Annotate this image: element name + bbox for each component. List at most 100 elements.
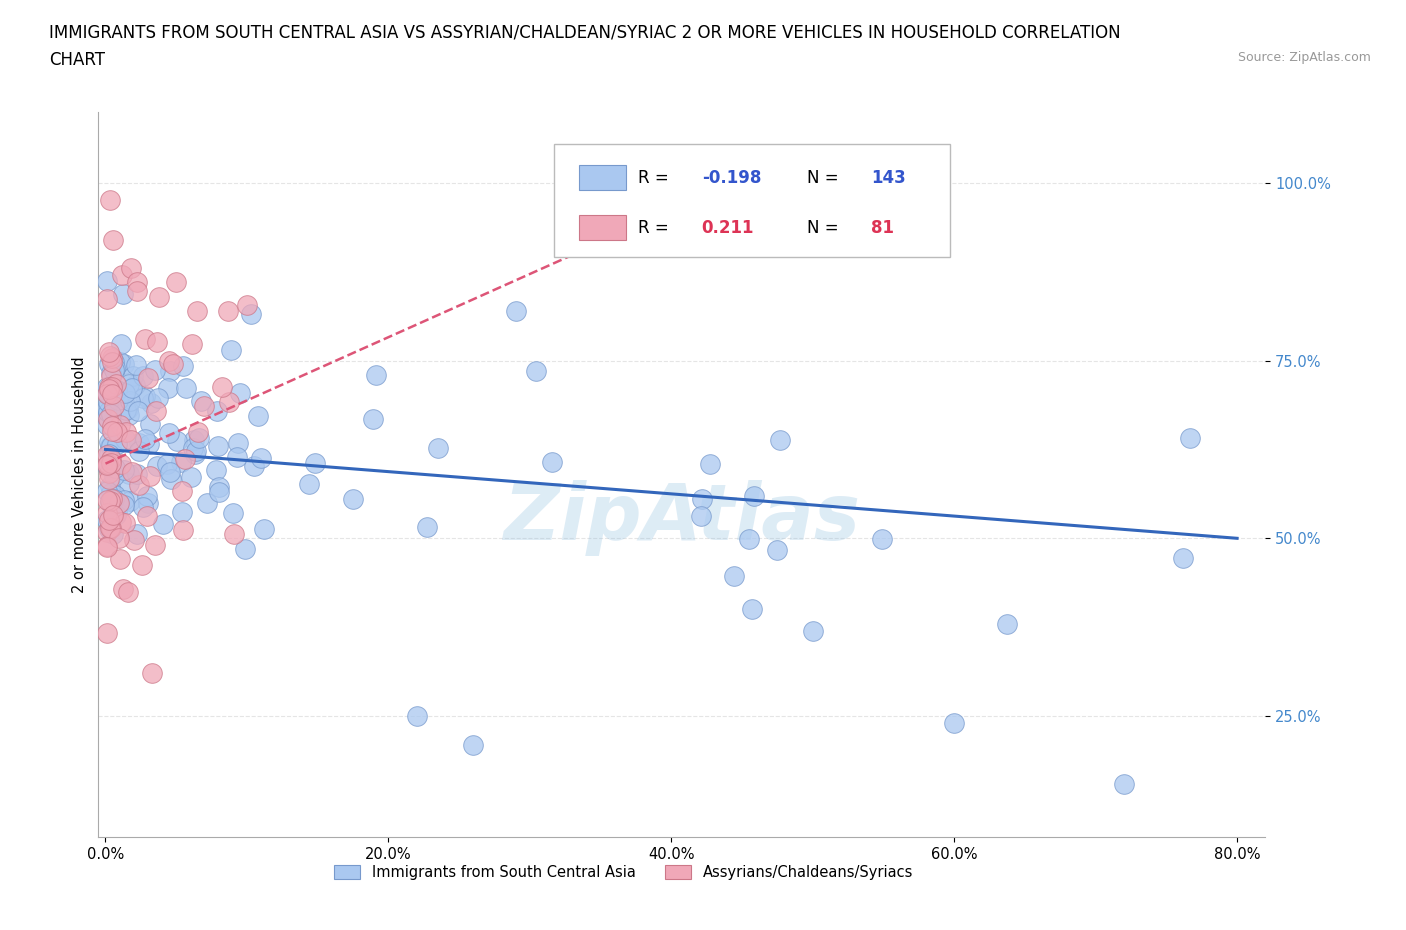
Point bbox=[135, 488, 157, 503]
Point bbox=[205, 404, 228, 418]
Point bbox=[125, 526, 148, 541]
Point bbox=[100, 368, 122, 383]
Point bbox=[105, 437, 128, 452]
Point bbox=[103, 508, 125, 523]
Point bbox=[98, 439, 121, 454]
Point bbox=[103, 398, 125, 413]
Point bbox=[111, 268, 134, 283]
FancyBboxPatch shape bbox=[579, 216, 626, 240]
Point bbox=[114, 356, 136, 371]
Point bbox=[112, 498, 135, 512]
Point bbox=[110, 551, 132, 566]
FancyBboxPatch shape bbox=[554, 144, 950, 257]
Point bbox=[100, 509, 122, 524]
Point bbox=[166, 434, 188, 449]
Text: N =: N = bbox=[807, 219, 838, 236]
Point bbox=[100, 497, 122, 512]
Point bbox=[463, 737, 485, 752]
Point bbox=[98, 193, 121, 208]
Point bbox=[195, 496, 218, 511]
Point bbox=[120, 433, 142, 448]
Point bbox=[124, 378, 146, 392]
Point bbox=[100, 348, 122, 363]
Text: 0.211: 0.211 bbox=[702, 219, 754, 236]
Point bbox=[541, 455, 564, 470]
Point bbox=[131, 557, 153, 572]
Point bbox=[98, 434, 121, 449]
Y-axis label: 2 or more Vehicles in Household: 2 or more Vehicles in Household bbox=[72, 356, 87, 592]
Point bbox=[128, 444, 150, 458]
Point bbox=[128, 435, 150, 450]
Point bbox=[741, 602, 763, 617]
Point bbox=[145, 404, 167, 418]
Point bbox=[170, 455, 193, 470]
Point bbox=[172, 523, 194, 538]
Point bbox=[97, 412, 120, 427]
Point bbox=[1173, 551, 1195, 565]
Point bbox=[111, 286, 134, 301]
Point bbox=[152, 517, 174, 532]
Point bbox=[769, 432, 792, 447]
Point bbox=[96, 538, 118, 553]
Point bbox=[114, 432, 136, 446]
Point bbox=[127, 403, 149, 418]
Point bbox=[96, 525, 118, 539]
Point bbox=[132, 499, 155, 514]
Point bbox=[159, 364, 181, 379]
Point bbox=[141, 666, 163, 681]
Point bbox=[228, 386, 250, 401]
Point bbox=[101, 354, 124, 369]
Legend: Immigrants from South Central Asia, Assyrians/Chaldeans/Syriacs: Immigrants from South Central Asia, Assy… bbox=[326, 858, 921, 888]
Point bbox=[222, 505, 245, 520]
Point bbox=[217, 303, 239, 318]
Point bbox=[157, 353, 180, 368]
Point bbox=[101, 419, 124, 434]
Point bbox=[100, 451, 122, 466]
Point bbox=[699, 457, 721, 472]
Point bbox=[742, 489, 765, 504]
Point bbox=[103, 355, 125, 370]
Point bbox=[98, 479, 121, 494]
Point bbox=[104, 361, 127, 376]
Point bbox=[219, 342, 242, 357]
Point bbox=[96, 387, 118, 402]
Point bbox=[139, 396, 162, 411]
Point bbox=[118, 475, 141, 490]
Point bbox=[118, 408, 141, 423]
Point bbox=[98, 521, 121, 536]
Point bbox=[218, 395, 240, 410]
Point bbox=[173, 358, 195, 373]
Point bbox=[132, 368, 155, 383]
Point bbox=[96, 401, 118, 416]
Point bbox=[97, 457, 120, 472]
Point bbox=[104, 377, 127, 392]
Point bbox=[114, 515, 136, 530]
Point bbox=[121, 464, 143, 479]
Point bbox=[100, 455, 122, 470]
Point bbox=[98, 379, 121, 394]
Point bbox=[342, 492, 364, 507]
Point bbox=[100, 485, 122, 500]
Point bbox=[870, 532, 893, 547]
Point bbox=[134, 332, 156, 347]
Point bbox=[181, 440, 204, 455]
Point bbox=[738, 531, 761, 546]
Point bbox=[524, 364, 547, 379]
Text: 81: 81 bbox=[870, 219, 894, 236]
Point bbox=[723, 569, 745, 584]
Point bbox=[138, 436, 160, 451]
Point bbox=[128, 477, 150, 492]
Point bbox=[104, 487, 127, 502]
Point bbox=[1112, 777, 1135, 791]
Point bbox=[101, 232, 124, 247]
Text: -0.198: -0.198 bbox=[702, 168, 761, 187]
Point bbox=[96, 506, 118, 521]
Point bbox=[405, 709, 427, 724]
Point bbox=[250, 450, 273, 465]
Point bbox=[100, 438, 122, 453]
Point bbox=[160, 472, 183, 486]
Point bbox=[110, 457, 132, 472]
Point bbox=[100, 365, 122, 380]
Point bbox=[183, 432, 205, 447]
Point bbox=[107, 393, 129, 408]
